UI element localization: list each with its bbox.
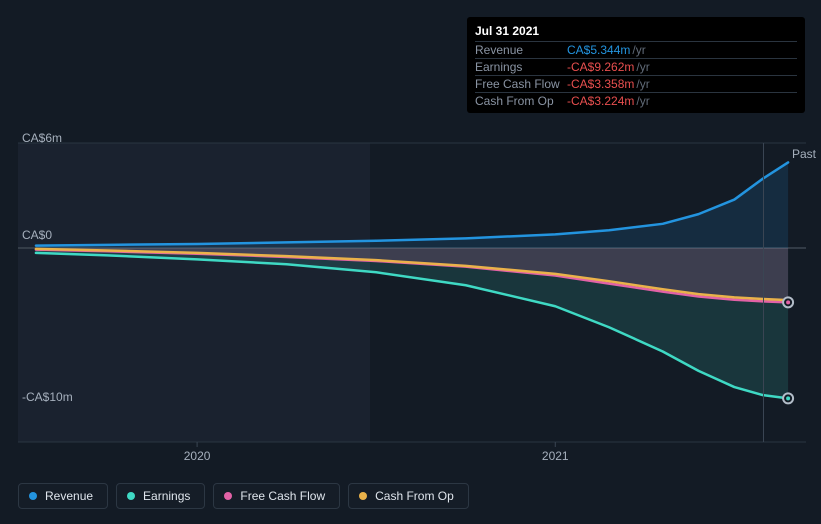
tooltip-row-value: CA$5.344m — [567, 44, 630, 56]
past-label: Past — [792, 147, 816, 161]
y-axis-tick-label: CA$6m — [22, 131, 62, 145]
legend-dot — [29, 492, 37, 500]
tooltip-row-value: -CA$3.224m — [567, 95, 634, 107]
y-axis-tick-label: -CA$10m — [22, 390, 73, 404]
legend-label: Free Cash Flow — [240, 489, 325, 503]
tooltip-row-unit: /yr — [636, 95, 649, 107]
tooltip-box: Jul 31 2021 RevenueCA$5.344m/yrEarnings-… — [467, 17, 805, 113]
tooltip-row-value: -CA$9.262m — [567, 61, 634, 73]
tooltip-row: Cash From Op-CA$3.224m/yr — [475, 92, 797, 109]
legend: Revenue Earnings Free Cash Flow Cash From O… — [18, 483, 469, 509]
cursor-line — [763, 143, 764, 442]
tooltip-row-label: Cash From Op — [475, 95, 567, 107]
tooltip-row-value: -CA$3.358m — [567, 78, 634, 90]
x-axis-tick-label: 2020 — [184, 449, 211, 463]
tooltip-row-label: Free Cash Flow — [475, 78, 567, 90]
legend-item-earnings[interactable]: Earnings — [116, 483, 205, 509]
tooltip-date: Jul 31 2021 — [475, 23, 797, 41]
x-axis-tick-label: 2021 — [542, 449, 569, 463]
legend-label: Cash From Op — [375, 489, 454, 503]
tooltip-row-unit: /yr — [632, 44, 645, 56]
legend-label: Revenue — [45, 489, 93, 503]
tooltip-row-label: Earnings — [475, 61, 567, 73]
legend-dot — [224, 492, 232, 500]
tooltip-row-label: Revenue — [475, 44, 567, 56]
legend-label: Earnings — [143, 489, 190, 503]
financial-chart: CA$6m CA$0 -CA$10m 2020 2021 Past Jul 31 20… — [0, 0, 821, 524]
legend-item-fcf[interactable]: Free Cash Flow — [213, 483, 340, 509]
tooltip-row-unit: /yr — [636, 61, 649, 73]
legend-item-cfo[interactable]: Cash From Op — [348, 483, 469, 509]
y-axis-tick-label: CA$0 — [22, 228, 52, 242]
tooltip-row: Free Cash Flow-CA$3.358m/yr — [475, 75, 797, 92]
tooltip-row: RevenueCA$5.344m/yr — [475, 41, 797, 58]
tooltip-row: Earnings-CA$9.262m/yr — [475, 58, 797, 75]
legend-dot — [359, 492, 367, 500]
legend-dot — [127, 492, 135, 500]
tooltip-row-unit: /yr — [636, 78, 649, 90]
legend-item-revenue[interactable]: Revenue — [18, 483, 108, 509]
